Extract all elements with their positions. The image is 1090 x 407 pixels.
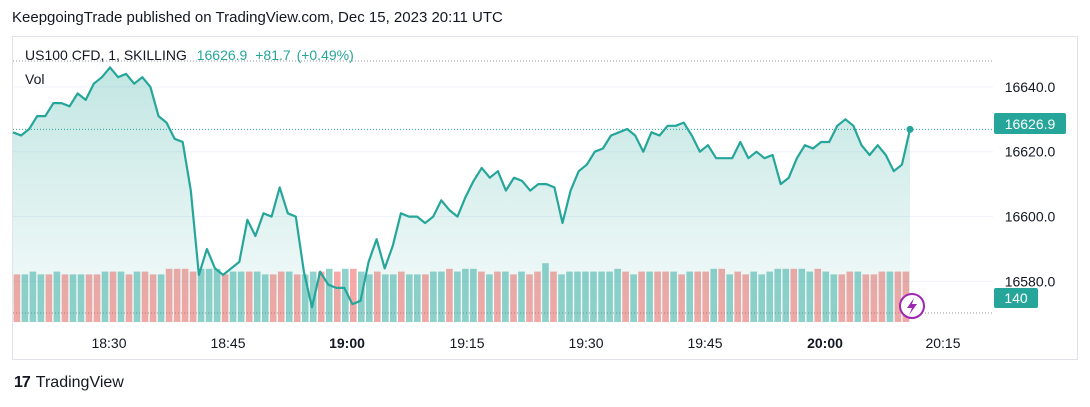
- last-price-badge: 16626.9: [994, 113, 1066, 134]
- y-tick-label: 16580.0: [1005, 273, 1056, 289]
- x-tick-label: 19:00: [329, 335, 365, 351]
- last-value: 16626.9: [196, 47, 248, 63]
- change-percent: (+0.49%): [296, 47, 354, 63]
- volume-bar: [309, 271, 317, 322]
- last-volume-label: 140: [1004, 290, 1028, 306]
- y-tick-label: 16600.0: [1005, 209, 1056, 225]
- last-price-dot: [906, 125, 914, 133]
- price-area-fill: [13, 67, 910, 323]
- x-tick-label: 18:30: [91, 335, 126, 351]
- chart-legend: US100 CFD, 1, SKILLING 16626.9 +81.7 (+0…: [25, 47, 354, 63]
- last-price-label: 16626.9: [1005, 116, 1056, 132]
- footer-brand[interactable]: 17 TradingView: [14, 374, 124, 392]
- symbol-label[interactable]: US100 CFD, 1, SKILLING: [25, 47, 187, 63]
- brand-name: TradingView: [35, 374, 124, 391]
- y-tick-label: 16640.0: [1005, 79, 1056, 95]
- x-tick-label: 18:45: [210, 335, 245, 351]
- chart-frame: [12, 36, 1078, 360]
- x-tick-label: 20:15: [925, 335, 960, 351]
- x-axis: 18:30 18:45 19:00 19:15 19:30 19:45 20:00 20:15: [91, 335, 960, 351]
- last-volume-badge: 140: [994, 288, 1038, 308]
- price-line: [12, 66, 912, 309]
- volume-bar: [350, 268, 357, 322]
- tradingview-logo-icon: 17: [14, 374, 31, 391]
- x-tick-label: 19:45: [687, 335, 722, 351]
- y-axis: 16640.0 16620.0 16600.0 16580.0: [1005, 79, 1056, 289]
- x-tick-label: 20:00: [807, 335, 843, 351]
- x-tick-label: 19:30: [568, 335, 603, 351]
- publisher-line: KeepgoingTrade published on TradingView.…: [12, 9, 503, 26]
- y-tick-label: 16620.0: [1005, 144, 1056, 160]
- change-value: +81.7: [255, 47, 291, 63]
- lightning-icon[interactable]: [899, 293, 925, 319]
- x-tick-label: 19:15: [449, 335, 484, 351]
- volume-label: Vol: [25, 71, 45, 87]
